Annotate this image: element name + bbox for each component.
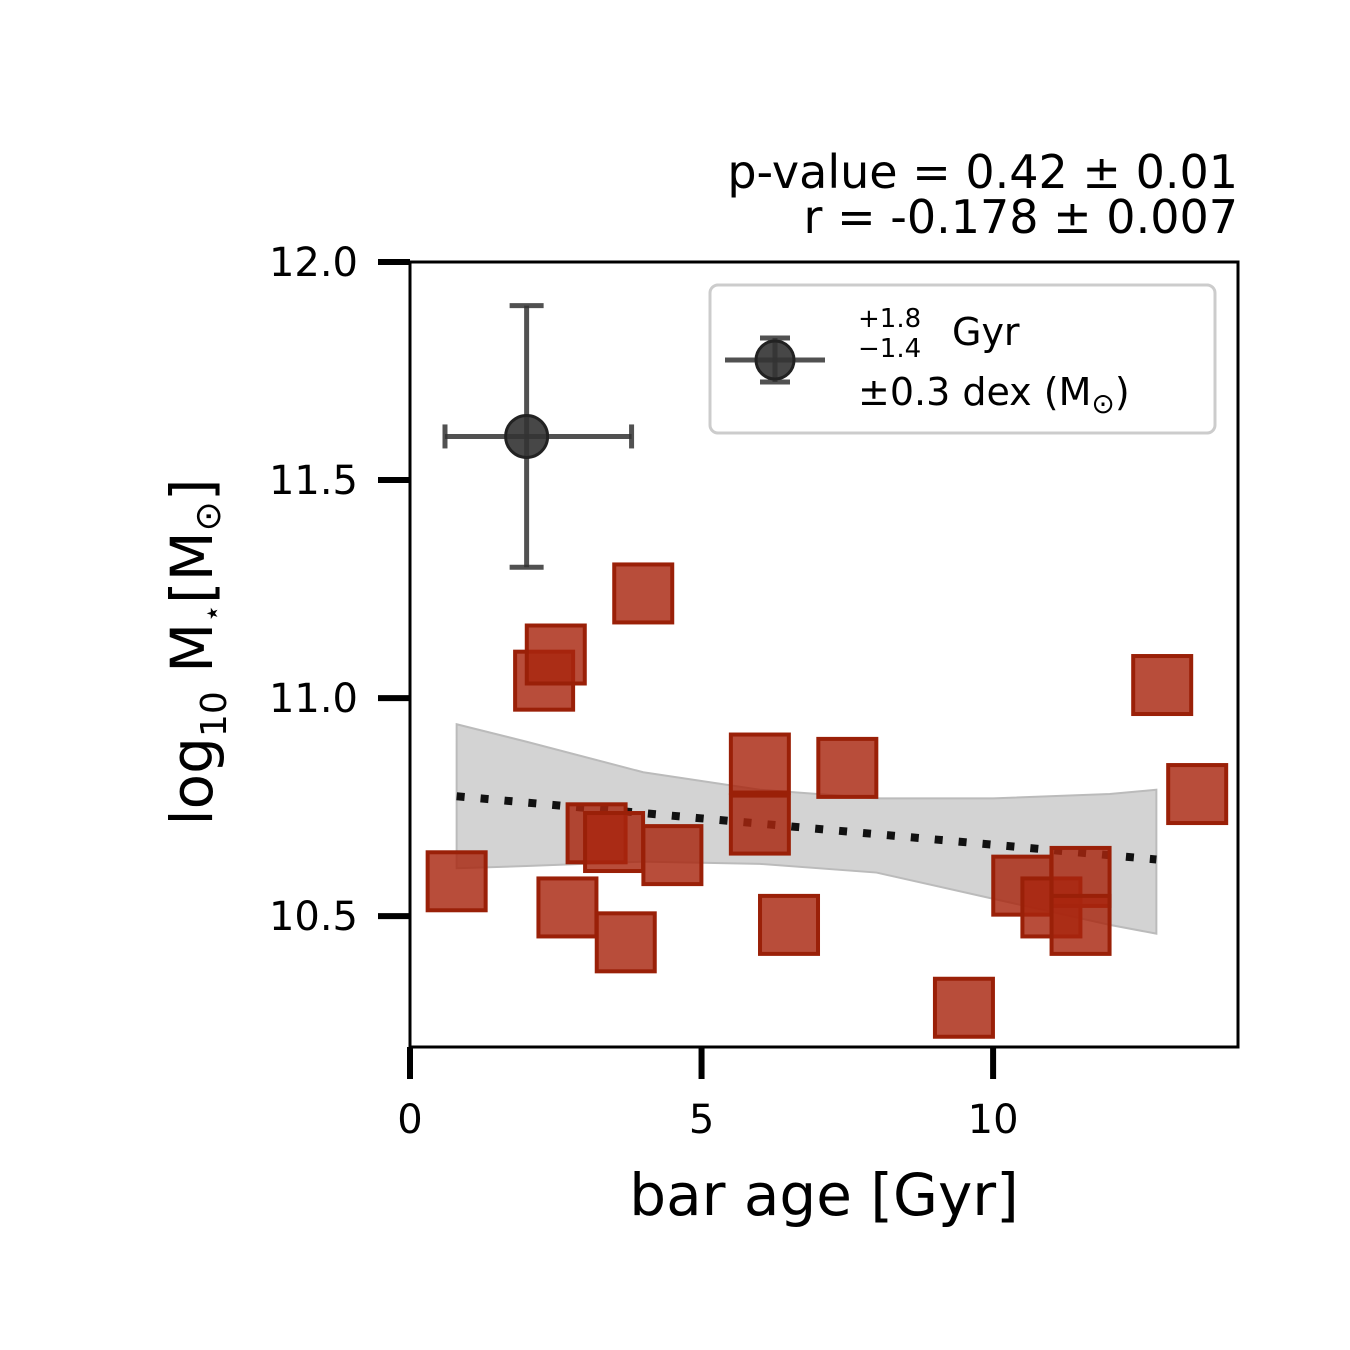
y-title-close: ]: [158, 479, 226, 502]
y-tick-label: 10.5: [269, 894, 358, 940]
legend-age-unit: Gyr: [952, 310, 1020, 354]
y-title-mass: M: [158, 623, 226, 691]
data-point: [816, 736, 879, 799]
legend-box: [708, 283, 1217, 435]
r-value-text: r = -0.178 ± 0.007: [804, 190, 1238, 244]
data-point: [728, 732, 791, 795]
data-point: [583, 811, 646, 874]
y-title-sun: ⊙: [188, 501, 229, 531]
x-tick-label: 5: [689, 1097, 714, 1143]
legend-err-down: −1.4: [858, 334, 921, 364]
y-axis-ticks: 10.5 11.0 11.5 12.0: [269, 240, 410, 940]
data-point: [524, 623, 587, 686]
data-point: [758, 893, 821, 956]
data-point: [612, 562, 675, 625]
y-title-sub: 10: [194, 691, 235, 737]
data-point: [594, 911, 657, 974]
plot-frame: [408, 260, 1240, 1049]
legend-mass-label: ±0.3 dex (M⊙): [858, 370, 1130, 420]
data-point: [932, 976, 995, 1039]
error-bar-example: [442, 303, 635, 570]
y-tick-label: 11.5: [269, 458, 358, 504]
x-axis-title: bar age [Gyr]: [629, 1161, 1019, 1229]
pvalue-text: p-value = 0.42 ± 0.01: [727, 145, 1238, 199]
legend-mass-sun: ⊙: [1091, 387, 1114, 420]
data-point: [1166, 763, 1229, 826]
data-point: [425, 850, 488, 913]
x-axis-ticks: 0 5 10: [397, 1047, 1019, 1143]
data-points: [425, 562, 1229, 1039]
y-tick-label: 11.0: [269, 676, 358, 722]
y-tick-label: 12.0: [269, 240, 358, 286]
error-point: [504, 413, 550, 459]
y-title-log: log: [158, 737, 226, 825]
legend-marker: [725, 335, 825, 385]
data-point: [728, 793, 791, 856]
legend-point: [754, 339, 796, 381]
x-tick-label: 0: [397, 1097, 422, 1143]
legend-mass-close: ): [1115, 370, 1130, 414]
x-tick-label: 10: [968, 1097, 1019, 1143]
data-point: [1049, 893, 1112, 956]
legend-mass-text: ±0.3 dex (M: [858, 370, 1091, 414]
data-point: [1131, 654, 1194, 717]
y-title-unit: [M: [158, 531, 226, 604]
legend: +1.8 −1.4 Gyr ±0.3 dex (M⊙): [708, 283, 1217, 435]
data-point: [641, 824, 704, 887]
legend-err-up: +1.8: [858, 304, 921, 334]
y-title-star: ⋆: [195, 604, 230, 623]
data-point: [536, 876, 599, 939]
y-axis-title: log10 M⋆[M⊙]: [158, 479, 235, 826]
